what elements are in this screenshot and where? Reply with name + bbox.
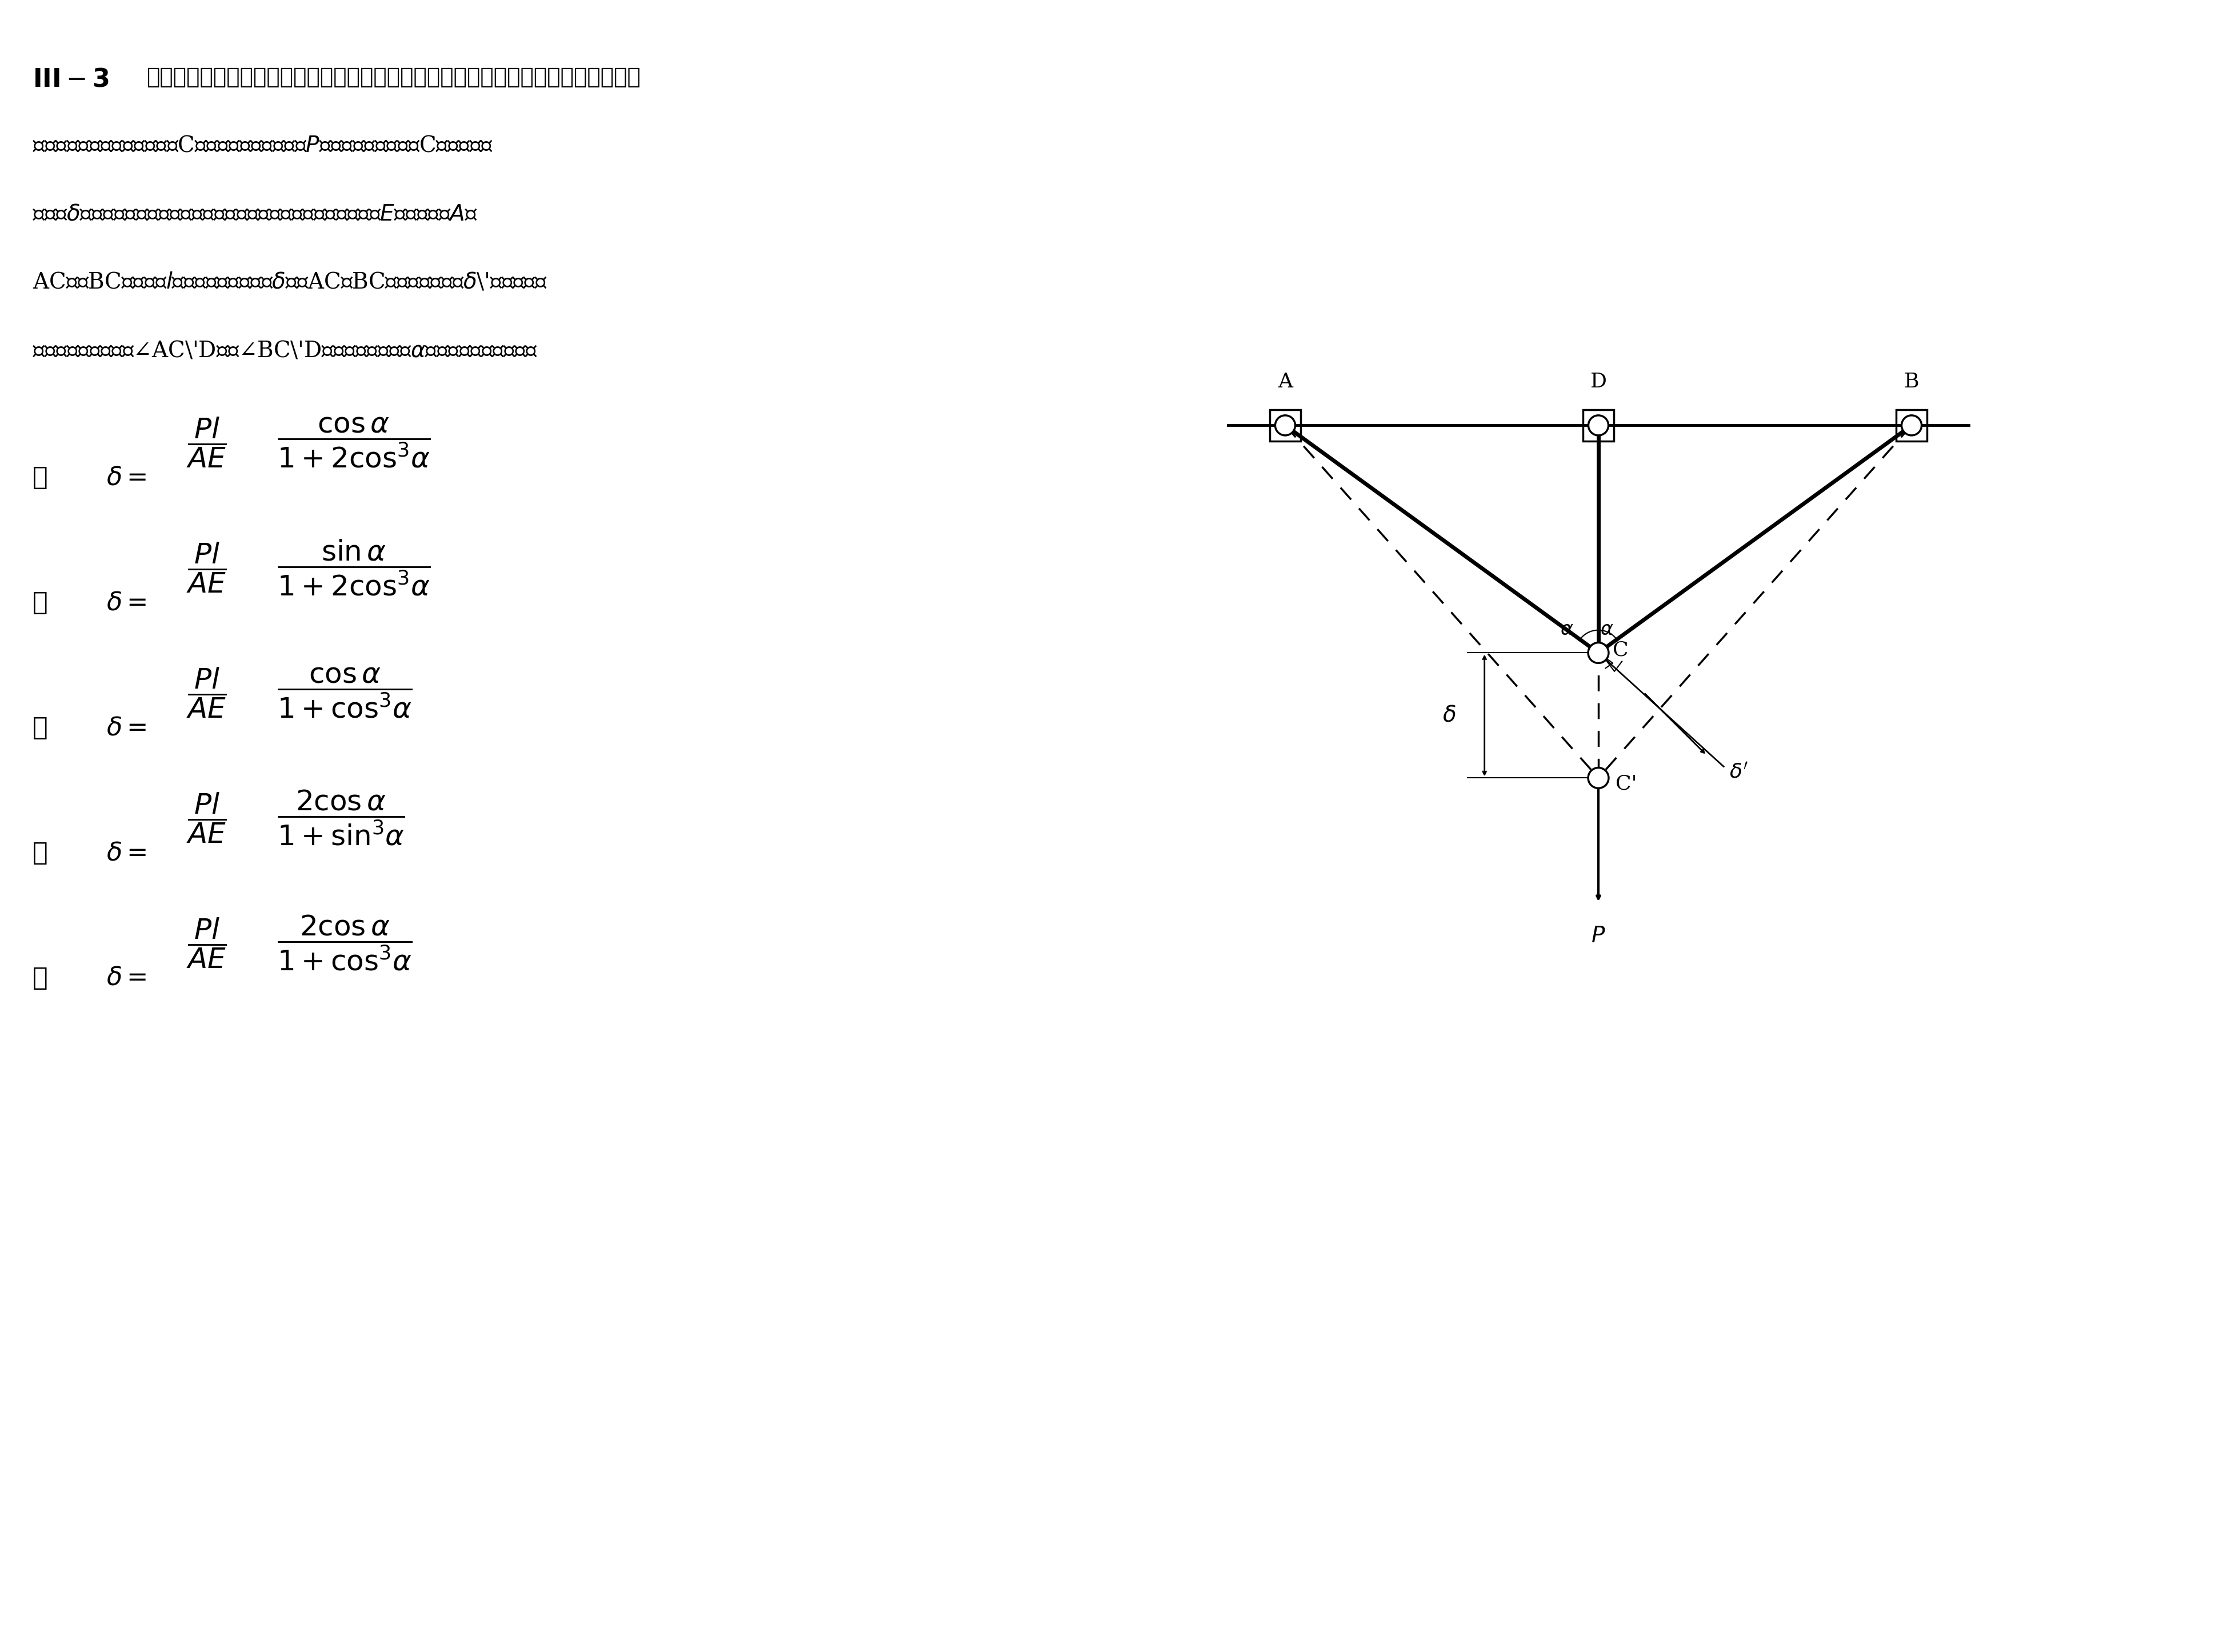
Text: AC及びBCの長さを$l$とする。また変形量$\delta$及びAC，BCの両部材の伸び$\delta$\'はとても小: AC及びBCの長さを$l$とする。また変形量$\delta$及びAC，BCの両部… (34, 273, 548, 292)
Text: $\dfrac{Pl}{AE}$: $\dfrac{Pl}{AE}$ (186, 416, 226, 469)
Text: $\dfrac{Pl}{AE}$: $\dfrac{Pl}{AE}$ (186, 666, 226, 719)
Text: $P$: $P$ (1591, 925, 1605, 947)
Text: $\delta=$: $\delta=$ (107, 715, 148, 740)
Text: $\mathbf{III}-\mathbf{3}$: $\mathbf{III}-\mathbf{3}$ (34, 68, 110, 91)
Text: $\delta=$: $\delta=$ (107, 466, 148, 491)
Circle shape (1589, 415, 1609, 436)
Text: C': C' (1616, 773, 1636, 793)
Text: $\dfrac{\sin\alpha}{1+2\cos^3\!\alpha}$: $\dfrac{\sin\alpha}{1+2\cos^3\!\alpha}$ (277, 539, 431, 596)
Text: $\dfrac{2\cos\alpha}{1+\cos^3\!\alpha}$: $\dfrac{2\cos\alpha}{1+\cos^3\!\alpha}$ (277, 914, 413, 971)
Text: ②: ② (34, 590, 47, 615)
Text: A: A (1278, 372, 1292, 392)
Text: $\delta=$: $\delta=$ (107, 590, 148, 615)
Text: D: D (1589, 372, 1607, 392)
Text: 図に示す同一材料で同一断面積の３つの棒材が，左右対称に回転自由な節点で結合: 図に示す同一材料で同一断面積の３つの棒材が，左右対称に回転自由な節点で結合 (145, 68, 641, 88)
Text: $\dfrac{Pl}{AE}$: $\dfrac{Pl}{AE}$ (186, 540, 226, 595)
Circle shape (1589, 768, 1609, 788)
Text: $\delta'$: $\delta'$ (1730, 763, 1748, 781)
Text: C: C (1614, 641, 1629, 659)
Text: $\delta=$: $\delta=$ (107, 966, 148, 990)
FancyBboxPatch shape (1269, 410, 1301, 441)
Text: $\dfrac{Pl}{AE}$: $\dfrac{Pl}{AE}$ (186, 917, 226, 970)
Text: $\dfrac{2\cos\alpha}{1+\sin^3\!\alpha}$: $\dfrac{2\cos\alpha}{1+\sin^3\!\alpha}$ (277, 788, 405, 847)
Text: $\alpha$: $\alpha$ (1560, 621, 1573, 639)
Text: 向変位$\delta$として，適切なものはどれか。ただし，棒材の縦弾性係数を$E$，断面積を$A$，: 向変位$\delta$として，適切なものはどれか。ただし，棒材の縦弾性係数を$E… (34, 203, 478, 225)
Text: ①: ① (34, 466, 47, 491)
Text: ⑤: ⑤ (34, 966, 47, 990)
Text: された骨組構造がある。節点Cに鉛直方向の引張荷重$P$が与えられたとき，C点の鉛直方: された骨組構造がある。節点Cに鉛直方向の引張荷重$P$が与えられたとき，C点の鉛… (34, 135, 494, 157)
Circle shape (1902, 415, 1922, 436)
Text: $\delta$: $\delta$ (1442, 705, 1455, 725)
Circle shape (1276, 415, 1296, 436)
Text: $\dfrac{\cos\alpha}{1+\cos^3\!\alpha}$: $\dfrac{\cos\alpha}{1+\cos^3\!\alpha}$ (277, 666, 413, 719)
FancyBboxPatch shape (1582, 410, 1614, 441)
Text: $\alpha$: $\alpha$ (1600, 621, 1614, 639)
Circle shape (1589, 643, 1609, 662)
Text: ③: ③ (34, 715, 47, 740)
Text: ④: ④ (34, 841, 47, 866)
Text: $\dfrac{\cos\alpha}{1+2\cos^3\!\alpha}$: $\dfrac{\cos\alpha}{1+2\cos^3\!\alpha}$ (277, 416, 431, 469)
Text: $\dfrac{Pl}{AE}$: $\dfrac{Pl}{AE}$ (186, 791, 226, 844)
Text: B: B (1904, 372, 1920, 392)
FancyBboxPatch shape (1895, 410, 1927, 441)
Text: $\delta=$: $\delta=$ (107, 841, 148, 866)
Text: さく，変形後の角度∠AC\'D及び∠BC\'Dは，変形前の角度$\alpha$とほぼ等しいとする。: さく，変形後の角度∠AC\'D及び∠BC\'Dは，変形前の角度$\alpha$と… (34, 340, 539, 362)
